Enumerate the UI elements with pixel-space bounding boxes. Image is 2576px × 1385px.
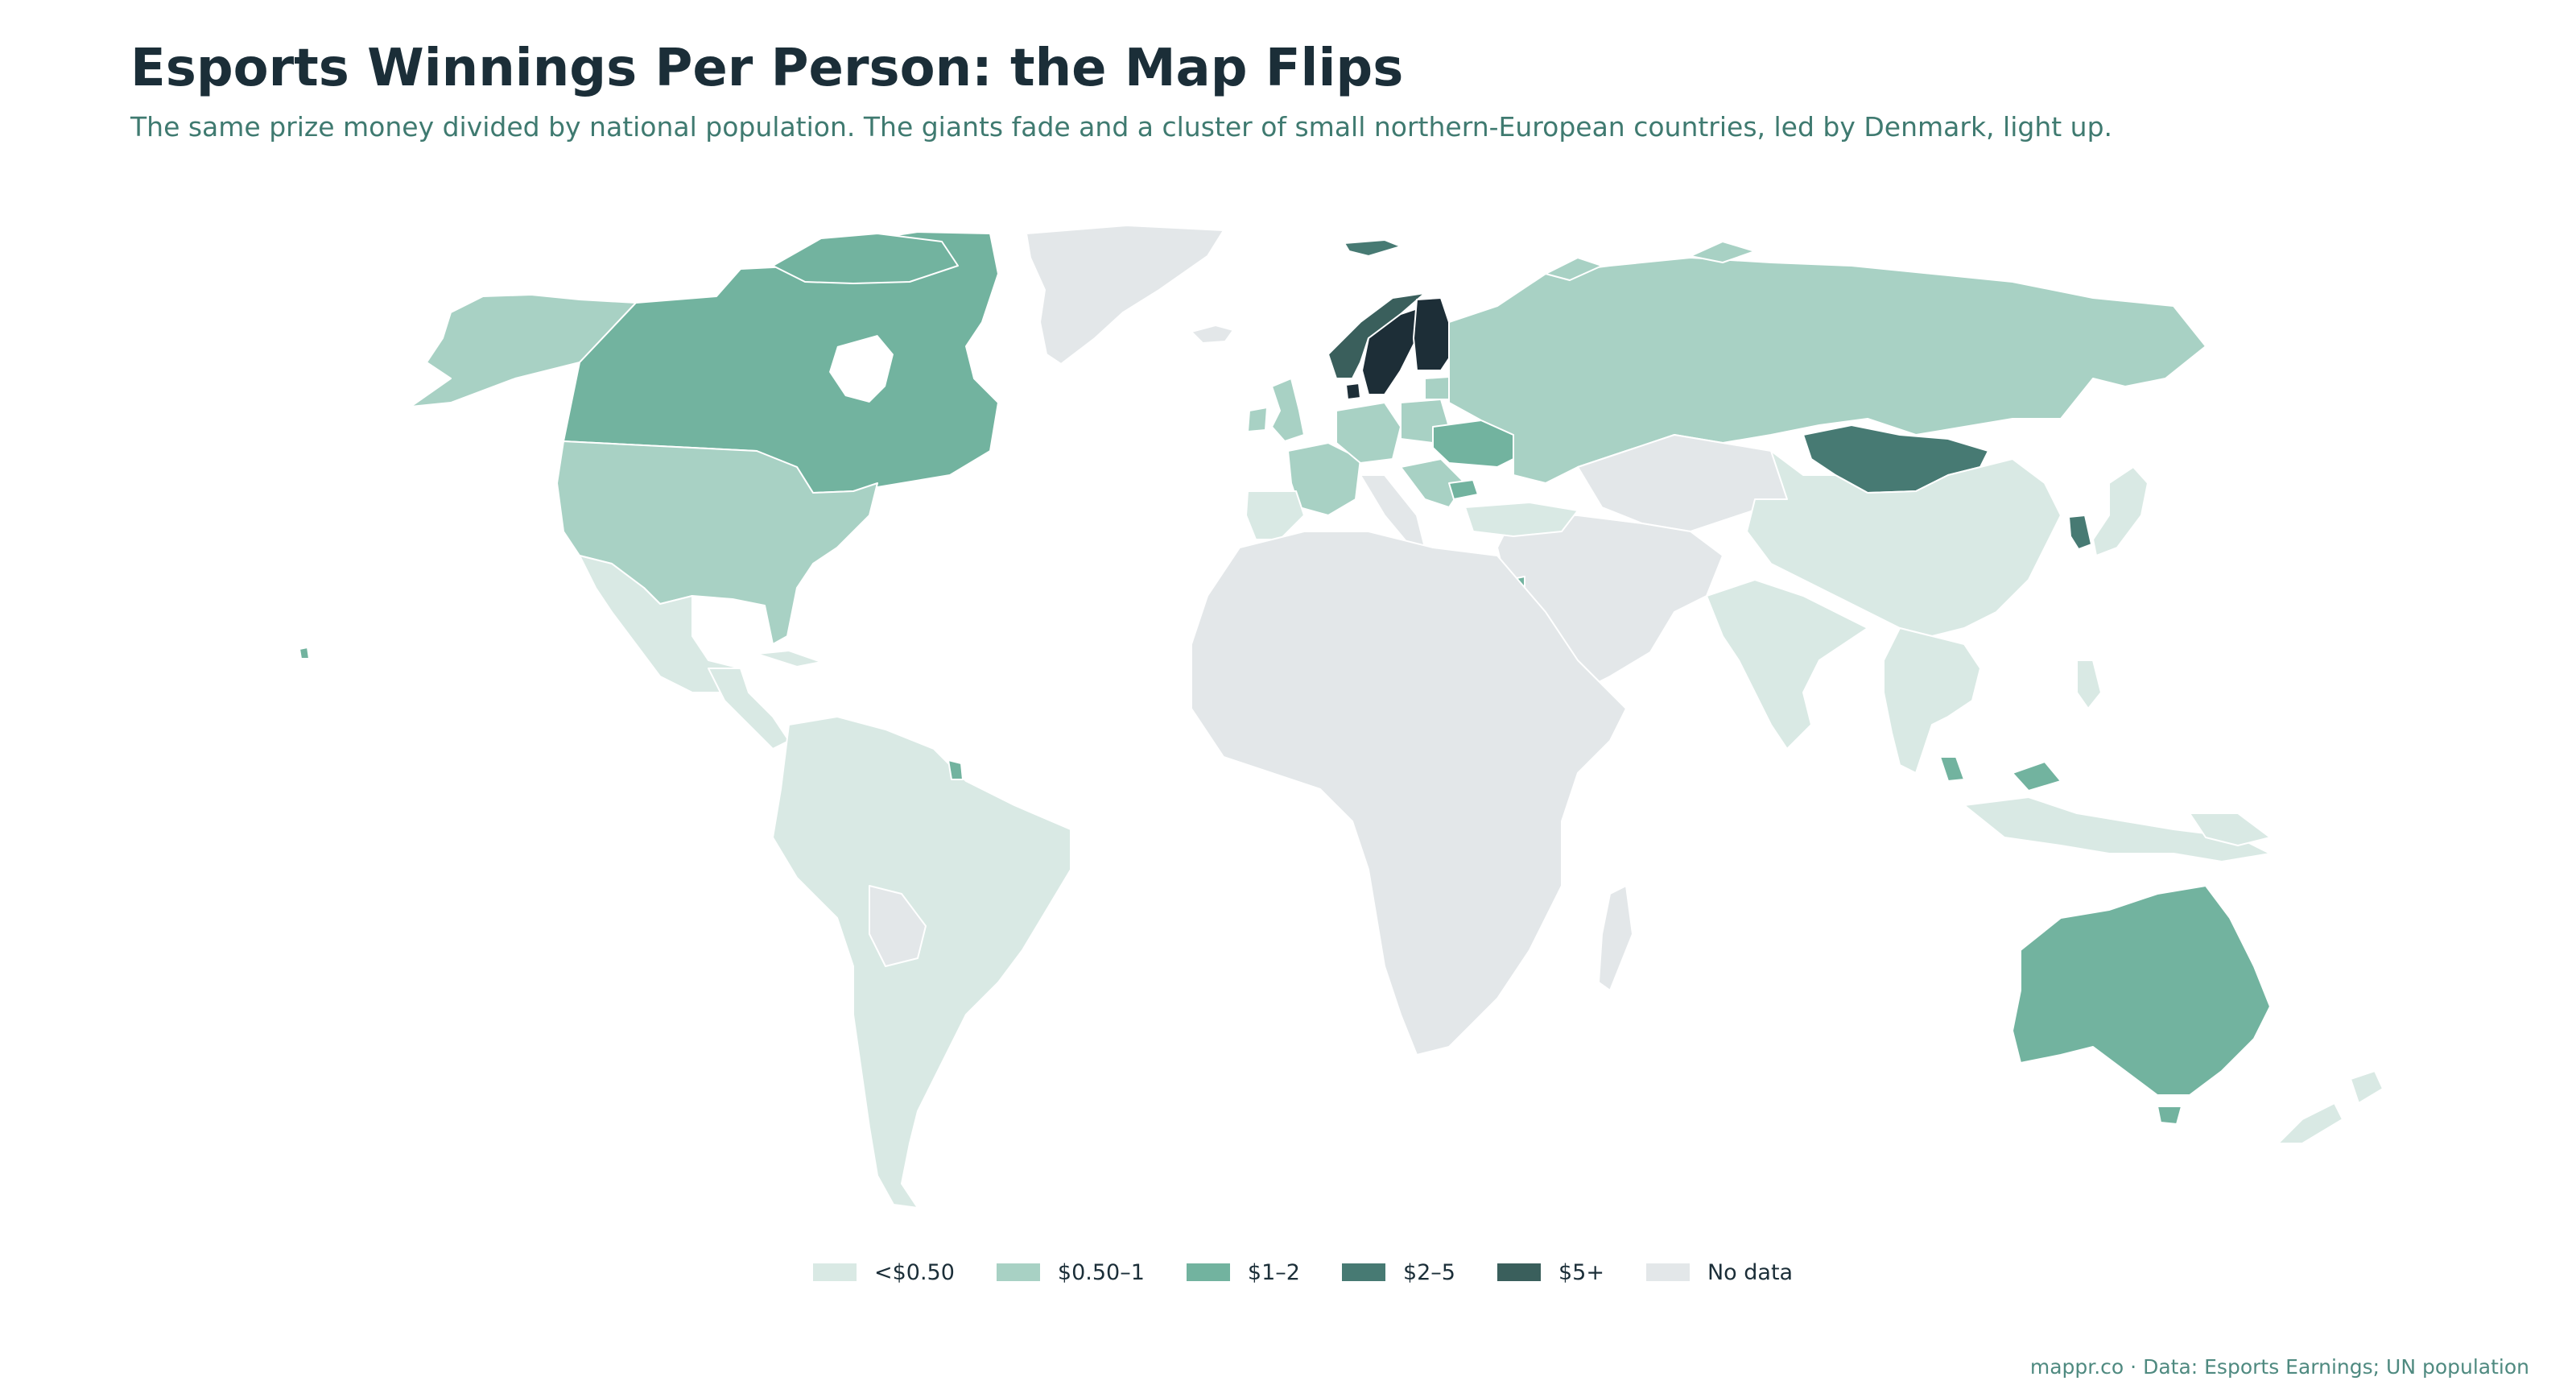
- country-philippines: [2076, 659, 2102, 709]
- country-germany: [1335, 402, 1402, 464]
- country-canada-islands: [772, 233, 959, 284]
- country-new-zealand: [2277, 1070, 2384, 1144]
- legend-label: $2–5: [1402, 1259, 1455, 1285]
- country-tasmania: [2157, 1106, 2182, 1125]
- country-india: [1706, 579, 1868, 750]
- legend-swatch: [813, 1263, 857, 1281]
- hudson-bay: [829, 335, 894, 403]
- country-sweden: [1361, 305, 1426, 395]
- country-japan: [2092, 466, 2149, 556]
- legend-swatch: [996, 1263, 1040, 1281]
- country-russia: [1448, 257, 2207, 484]
- country-png: [2189, 812, 2271, 846]
- map-subtitle: The same prize money divided by national…: [130, 111, 2113, 143]
- country-australia: [2012, 885, 2271, 1096]
- country-south-america: [772, 716, 1071, 1209]
- country-indonesia: [1963, 796, 2271, 862]
- country-madagascar: [1598, 885, 1633, 991]
- country-ireland: [1247, 407, 1268, 432]
- legend-swatch: [1186, 1263, 1230, 1281]
- country-iceland: [1191, 325, 1234, 344]
- legend-item-nodata: No data: [1645, 1259, 1794, 1285]
- country-south-korea: [2068, 515, 2092, 550]
- legend-label: $1–2: [1247, 1259, 1300, 1285]
- legend-label: $0.50–1: [1057, 1259, 1145, 1285]
- country-china: [1746, 450, 2062, 637]
- country-turkey: [1464, 502, 1579, 537]
- country-central-america: [708, 668, 790, 750]
- source-credit: mappr.co · Data: Esports Earnings; UN po…: [2029, 1355, 2529, 1379]
- country-denmark: [1345, 382, 1361, 400]
- country-bolivia: [869, 885, 927, 967]
- legend-item-050-1: $0.50–1: [996, 1259, 1145, 1285]
- legend-item-lt050: <$0.50: [813, 1260, 955, 1285]
- country-greenland: [1026, 225, 1224, 365]
- country-baltics: [1424, 376, 1450, 400]
- legend-label: $5+: [1558, 1259, 1604, 1285]
- legend-swatch: [1341, 1263, 1385, 1281]
- legend-item-2-5: $2–5: [1341, 1259, 1455, 1285]
- country-cuba: [756, 650, 822, 668]
- country-southeast-asia: [1883, 627, 1981, 774]
- map-title: Esports Winnings Per Person: the Map Fli…: [130, 39, 1404, 98]
- country-africa: [1191, 531, 1627, 1056]
- map-legend: <$0.50 $0.50–1 $1–2 $2–5 $5+ No data: [813, 1256, 1835, 1288]
- country-russia-north: [1545, 241, 1756, 281]
- country-svalbard: [1344, 239, 1402, 257]
- country-hawaii: [299, 647, 310, 659]
- country-france: [1287, 442, 1361, 516]
- legend-swatch: [1497, 1263, 1541, 1281]
- legend-item-5plus: $5+: [1497, 1260, 1604, 1285]
- legend-label: No data: [1707, 1259, 1794, 1285]
- country-guyana: [947, 759, 964, 780]
- country-malaysia: [1939, 756, 2062, 792]
- country-alaska: [410, 294, 637, 407]
- legend-label: <$0.50: [874, 1259, 955, 1285]
- country-iberia: [1245, 490, 1305, 540]
- country-uk: [1271, 378, 1305, 442]
- legend-swatch: [1645, 1263, 1690, 1281]
- legend-item-1-2: $1–2: [1186, 1259, 1300, 1285]
- country-bulgaria: [1448, 479, 1479, 500]
